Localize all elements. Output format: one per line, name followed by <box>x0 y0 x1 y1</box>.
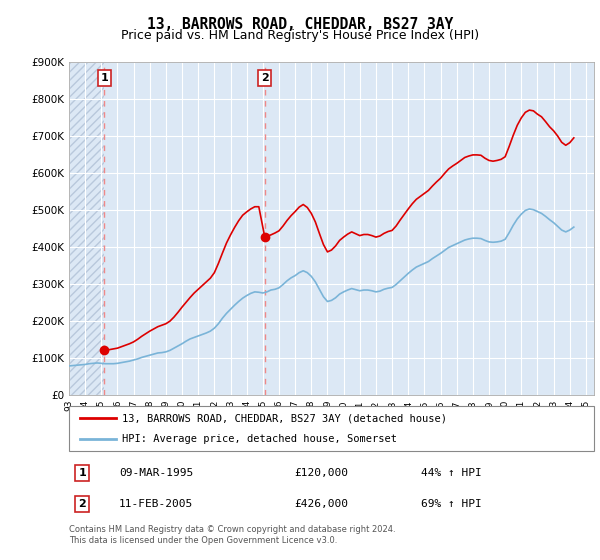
Text: £120,000: £120,000 <box>295 468 349 478</box>
Text: 09-MAR-1995: 09-MAR-1995 <box>119 468 193 478</box>
Text: 13, BARROWS ROAD, CHEDDAR, BS27 3AY: 13, BARROWS ROAD, CHEDDAR, BS27 3AY <box>147 17 453 32</box>
Text: Contains HM Land Registry data © Crown copyright and database right 2024.
This d: Contains HM Land Registry data © Crown c… <box>69 525 395 545</box>
Text: 11-FEB-2005: 11-FEB-2005 <box>119 500 193 509</box>
Text: HPI: Average price, detached house, Somerset: HPI: Average price, detached house, Some… <box>121 433 397 444</box>
Text: 1: 1 <box>78 468 86 478</box>
Text: 2: 2 <box>78 500 86 509</box>
Text: 44% ↑ HPI: 44% ↑ HPI <box>421 468 482 478</box>
Text: 2: 2 <box>261 73 269 83</box>
Text: Price paid vs. HM Land Registry's House Price Index (HPI): Price paid vs. HM Land Registry's House … <box>121 29 479 42</box>
FancyBboxPatch shape <box>69 406 594 451</box>
Text: 13, BARROWS ROAD, CHEDDAR, BS27 3AY (detached house): 13, BARROWS ROAD, CHEDDAR, BS27 3AY (det… <box>121 413 446 423</box>
Text: £426,000: £426,000 <box>295 500 349 509</box>
Text: 69% ↑ HPI: 69% ↑ HPI <box>421 500 482 509</box>
Text: 1: 1 <box>101 73 108 83</box>
